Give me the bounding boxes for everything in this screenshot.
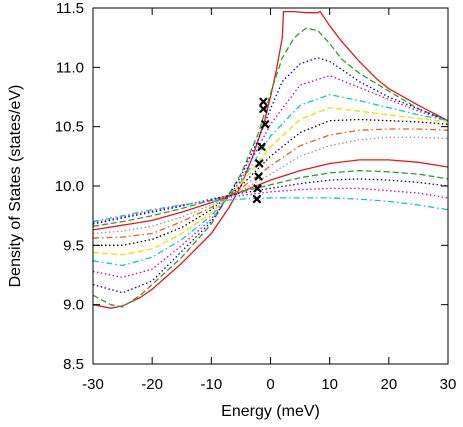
series-line-14	[93, 197, 448, 223]
y-tick-label: 11.0	[56, 59, 84, 76]
series-line-10	[93, 159, 448, 231]
series-group	[93, 10, 448, 309]
data-marker-3	[261, 120, 270, 129]
series-line-1	[93, 10, 448, 309]
plot-frame	[92, 7, 449, 365]
y-tick-label: 9.5	[63, 237, 84, 254]
series-line-12	[93, 178, 448, 225]
series-line-8	[93, 128, 448, 239]
series-line-2	[93, 27, 448, 308]
y-tick-label: 8.5	[63, 356, 84, 373]
axis-ticks: -30 -20 -10 0 10 20 30 8.5 9.0 9.5 10.0 10.5 11.0 11.…	[55, 0, 457, 393]
x-tick-label: -30	[82, 376, 104, 393]
data-marker-6	[254, 172, 263, 181]
marker-group	[252, 97, 270, 204]
y-tick-label: 10.5	[55, 119, 84, 136]
x-tick-label: 30	[440, 376, 457, 393]
data-marker-5	[255, 159, 264, 168]
y-tick-label: 9.0	[63, 297, 84, 314]
series-line-6	[93, 107, 448, 256]
x-tick-label: 0	[266, 376, 274, 393]
series-line-9	[93, 136, 448, 235]
data-marker-2	[259, 104, 268, 113]
y-tick-label: 10.0	[55, 178, 84, 195]
data-marker-8	[252, 194, 261, 204]
data-marker-4	[257, 142, 266, 151]
x-axis-title: Energy (meV)	[221, 403, 320, 420]
data-marker-7	[253, 184, 262, 193]
series-line-13	[93, 187, 448, 224]
y-axis-title: Density of States (states/eV)	[7, 85, 24, 288]
x-tick-label: 10	[321, 376, 338, 393]
x-tick-label: -10	[200, 376, 222, 393]
data-marker-1	[259, 97, 268, 106]
x-tick-label: -20	[141, 376, 163, 393]
series-line-5	[93, 93, 448, 267]
series-line-11	[93, 169, 448, 227]
series-line-7	[93, 118, 448, 246]
y-tick-label: 11.5	[56, 0, 84, 17]
series-line-4	[93, 74, 448, 279]
x-tick-label: 20	[380, 376, 397, 393]
